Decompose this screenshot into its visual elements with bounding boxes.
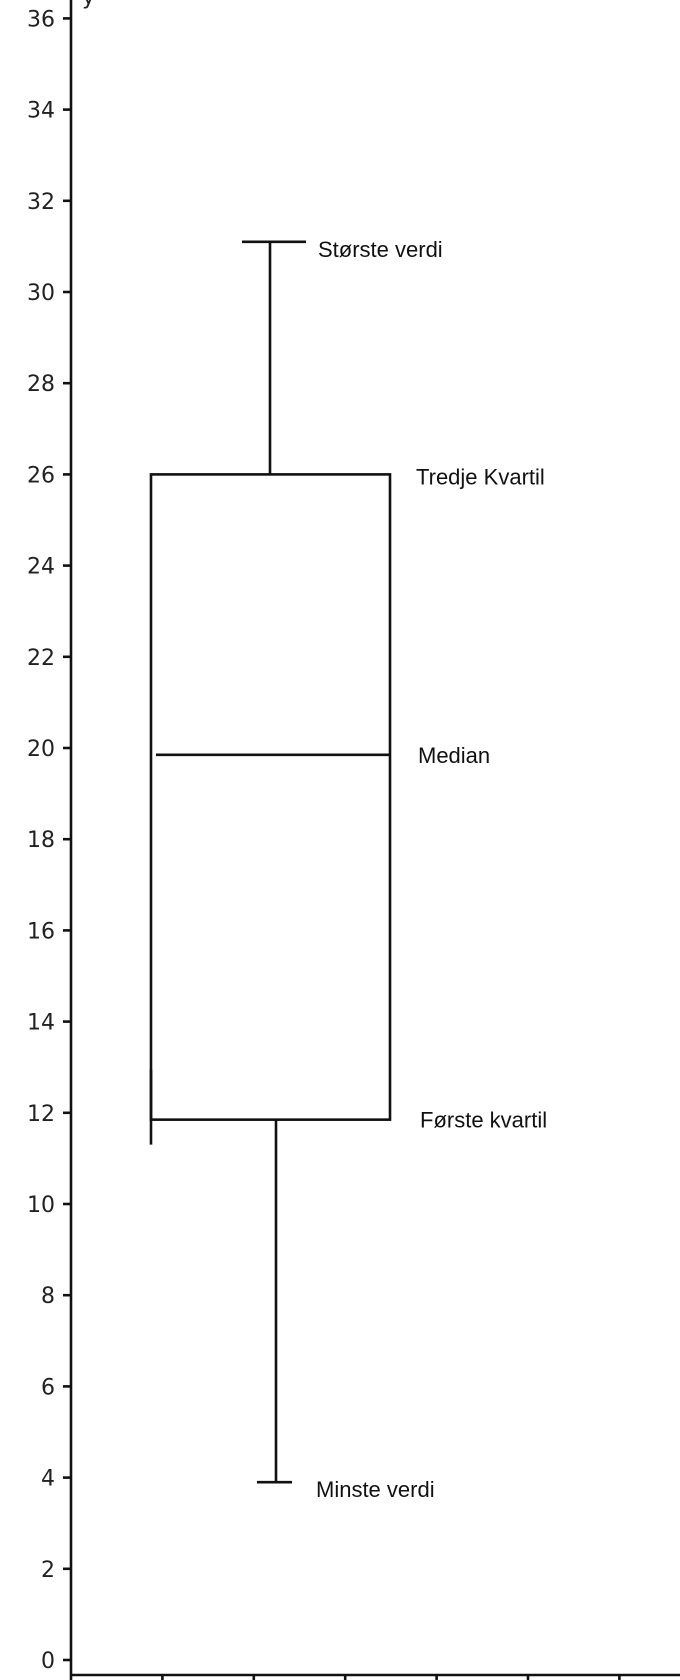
y-tick-label: 36 (27, 7, 55, 32)
annotation-q3: Tredje Kvartil (416, 464, 545, 489)
y-tick-label: 2 (41, 1558, 55, 1583)
y-tick-label: 28 (27, 372, 55, 397)
y-tick-label: 20 (27, 737, 55, 762)
y-tick-label: 16 (27, 919, 55, 944)
annotations: Største verdi Tredje Kvartil Median Førs… (316, 237, 547, 1502)
y-axis-ticks (63, 17, 71, 1662)
x-axis (69, 1673, 680, 1680)
y-tick-label: 18 (27, 828, 55, 853)
y-axis-label: y (82, 0, 95, 10)
y-tick-label: 34 (27, 99, 55, 124)
y-tick-label: 10 (27, 1193, 55, 1218)
y-tick-label: 32 (27, 190, 55, 215)
y-tick-label: 8 (41, 1284, 55, 1309)
iqr-box (149, 473, 392, 1121)
box-plot (149, 240, 392, 1484)
annotation-min: Minste verdi (316, 1477, 435, 1502)
annotation-median: Median (418, 743, 490, 768)
y-tick-label: 6 (41, 1375, 55, 1400)
y-tick-label: 30 (27, 281, 55, 306)
y-tick-label: 4 (41, 1467, 55, 1492)
y-tick-label: 24 (27, 555, 55, 580)
y-tick-label: 0 (41, 1649, 55, 1674)
y-tick-label: 22 (27, 646, 55, 671)
y-tick-label: 14 (27, 1011, 55, 1036)
annotation-max: Største verdi (318, 237, 443, 262)
y-tick-label: 12 (27, 1102, 55, 1127)
y-tick-label: 26 (27, 463, 55, 488)
annotation-q1: Første kvartil (420, 1108, 547, 1133)
x-axis-ticks (69, 1675, 621, 1680)
